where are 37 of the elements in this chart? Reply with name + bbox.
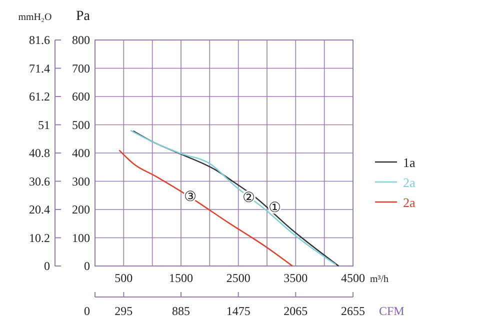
y-tick-label: 600 xyxy=(72,90,90,104)
y-tick-label: 700 xyxy=(72,61,90,76)
x-axis-title: m³/h xyxy=(370,274,389,285)
y2-tick-label: 30.6 xyxy=(29,174,50,188)
y-tick-label: 0 xyxy=(84,259,90,273)
x-tick-label: 500 xyxy=(114,271,133,285)
y-tick-label: 800 xyxy=(72,33,90,47)
legend-label: 2a xyxy=(403,195,416,210)
y-tick-label: 200 xyxy=(72,202,90,216)
annotation: ① xyxy=(268,201,282,216)
x2-tick-label: 1475 xyxy=(226,304,250,318)
y2-tick-label: 10.2 xyxy=(29,230,50,245)
x-tick-label: 2500 xyxy=(226,271,250,285)
line-series xyxy=(118,150,294,267)
legend-label: 2a xyxy=(403,175,416,190)
x-tick-label: 3500 xyxy=(284,271,308,285)
x2-tick-label: 885 xyxy=(172,304,190,318)
y-axis-title: Pa xyxy=(76,9,91,24)
y2-tick-label: 0 xyxy=(44,259,50,273)
y2-tick-label: 81.6 xyxy=(29,33,50,47)
y2-tick-label: 20.4 xyxy=(29,202,50,216)
y-tick-label: 500 xyxy=(72,118,90,132)
y-tick-label: 300 xyxy=(72,174,90,188)
y2-axis-title: mmH₂O xyxy=(18,12,52,23)
y2-tick-label: 61.2 xyxy=(29,90,50,104)
x-tick-label: 4500 xyxy=(341,271,365,285)
x2-tick-label: 2065 xyxy=(284,304,308,318)
y-tick-label: 400 xyxy=(72,146,90,160)
x2-tick-label: 295 xyxy=(114,304,133,318)
y2-tick-label: 51 xyxy=(38,118,50,132)
x-tick-label: 1500 xyxy=(169,271,193,285)
y2-tick-label: 71.4 xyxy=(29,61,50,76)
legend-label: 1a xyxy=(403,155,416,170)
x2-tick-label: 2655 xyxy=(341,304,365,318)
y2-tick-label: 40.8 xyxy=(29,146,50,160)
y-tick-label: 100 xyxy=(72,230,90,245)
x2-axis-title: CFM xyxy=(379,304,405,318)
